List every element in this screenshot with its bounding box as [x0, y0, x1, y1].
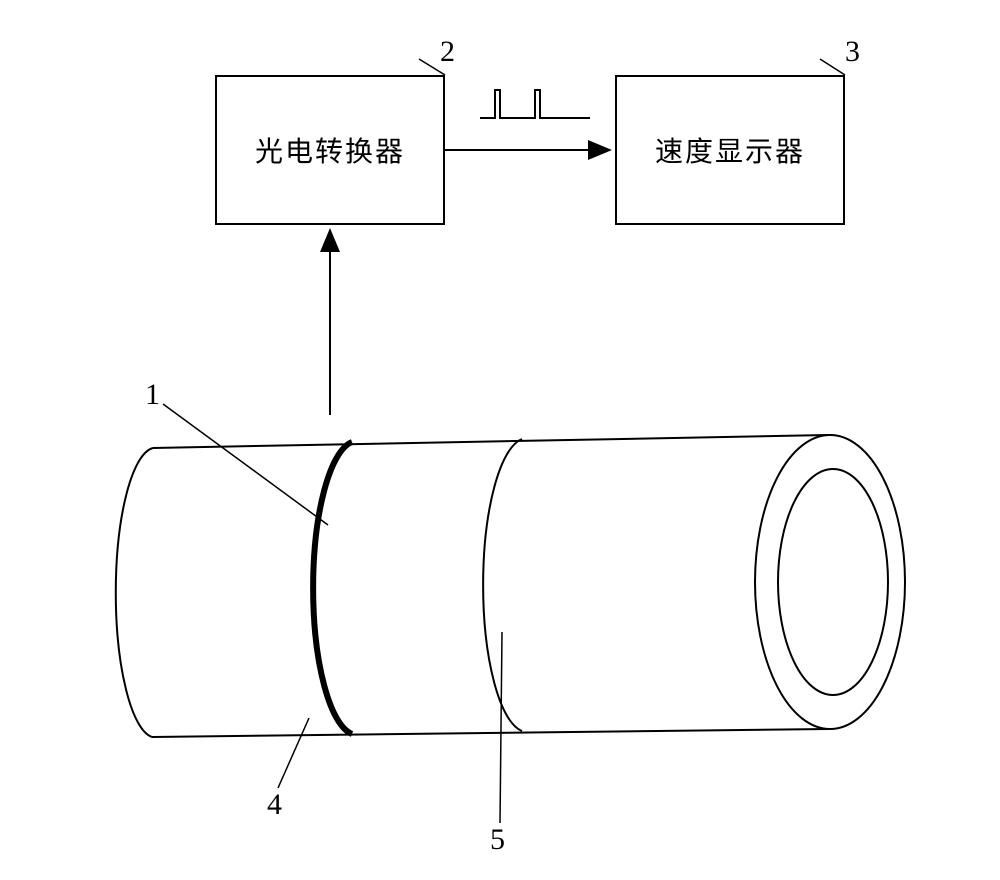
pulse-waveform: [480, 90, 590, 118]
leader-3: [820, 59, 845, 75]
cyl-right-inner: [778, 469, 888, 695]
cyl-left-cap: [116, 448, 153, 737]
leader-5: [500, 632, 502, 823]
leader-4: [278, 718, 309, 788]
cyl-top-line: [153, 435, 828, 448]
cyl-bot-line: [152, 729, 828, 737]
ring-thin: [483, 439, 522, 731]
leader-1: [163, 404, 328, 525]
leader-2: [419, 59, 445, 75]
ring-thick: [313, 442, 352, 734]
diagram-svg: [0, 0, 1000, 880]
